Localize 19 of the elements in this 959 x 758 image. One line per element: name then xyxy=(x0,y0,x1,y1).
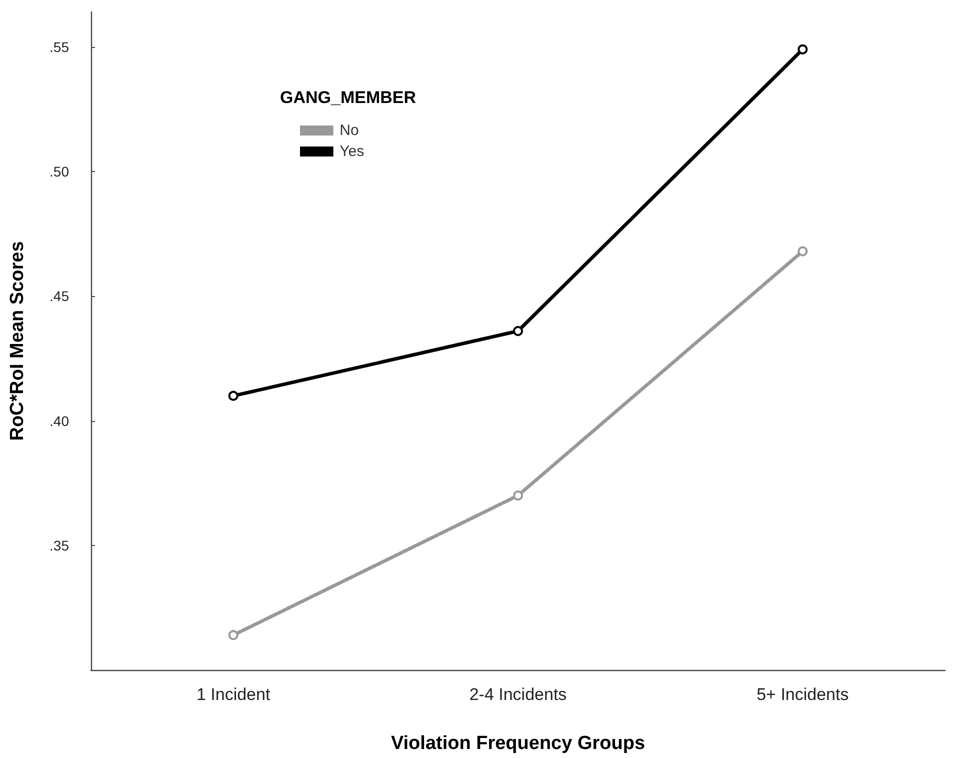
point xyxy=(513,326,523,336)
y-tick-label: .50 xyxy=(50,164,70,180)
x-tick-label: 1 Incident xyxy=(196,685,270,704)
point xyxy=(228,630,238,640)
x-tick-label: 2-4 Incidents xyxy=(469,685,567,704)
x-axis-title: Violation Frequency Groups xyxy=(390,733,646,754)
legend-label: No xyxy=(340,122,359,139)
point xyxy=(798,44,808,54)
y-tick-label: .35 xyxy=(50,537,70,554)
point xyxy=(798,246,808,256)
legend-title: GANG_MEMBER xyxy=(280,88,416,107)
point xyxy=(228,390,238,401)
legend-label: Yes xyxy=(340,143,364,160)
point xyxy=(513,490,523,501)
y-axis-title: RoC*RoI Mean Scores xyxy=(7,241,28,441)
x-tick-label: 5+ Incidents xyxy=(756,685,849,704)
y-tick-label: .40 xyxy=(50,412,70,429)
y-tick-label: .45 xyxy=(50,288,70,304)
y-tick-label: .55 xyxy=(50,38,70,55)
